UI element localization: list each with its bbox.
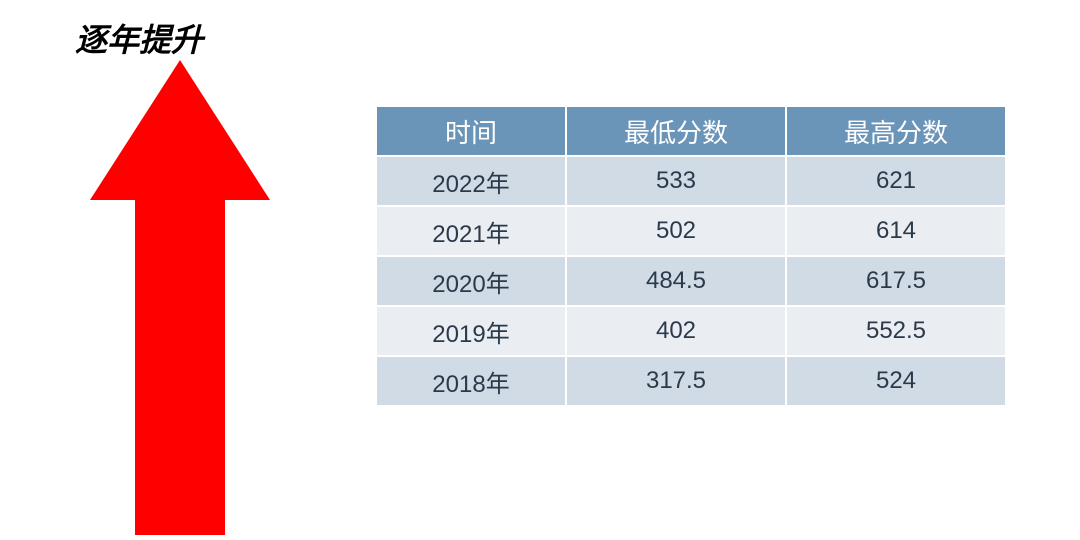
cell-min: 484.5 [566, 256, 786, 306]
cell-min: 317.5 [566, 356, 786, 406]
cell-min: 402 [566, 306, 786, 356]
cell-max: 552.5 [786, 306, 1006, 356]
arrow-shape [90, 60, 270, 535]
cell-time: 2019年 [376, 306, 566, 356]
up-arrow-icon [90, 60, 270, 535]
score-table: 时间 最低分数 最高分数 2022年 533 621 2021年 502 614… [375, 105, 1007, 407]
cell-max: 524 [786, 356, 1006, 406]
table-row: 2018年 317.5 524 [376, 356, 1006, 406]
cell-max: 621 [786, 156, 1006, 206]
cell-min: 502 [566, 206, 786, 256]
table-row: 2020年 484.5 617.5 [376, 256, 1006, 306]
cell-time: 2021年 [376, 206, 566, 256]
cell-max: 614 [786, 206, 1006, 256]
cell-time: 2020年 [376, 256, 566, 306]
table-row: 2019年 402 552.5 [376, 306, 1006, 356]
col-header-time: 时间 [376, 106, 566, 156]
table-header-row: 时间 最低分数 最高分数 [376, 106, 1006, 156]
cell-min: 533 [566, 156, 786, 206]
cell-max: 617.5 [786, 256, 1006, 306]
cell-time: 2018年 [376, 356, 566, 406]
cell-time: 2022年 [376, 156, 566, 206]
col-header-min: 最低分数 [566, 106, 786, 156]
table-row: 2022年 533 621 [376, 156, 1006, 206]
page-title: 逐年提升 [75, 15, 203, 61]
col-header-max: 最高分数 [786, 106, 1006, 156]
table-row: 2021年 502 614 [376, 206, 1006, 256]
